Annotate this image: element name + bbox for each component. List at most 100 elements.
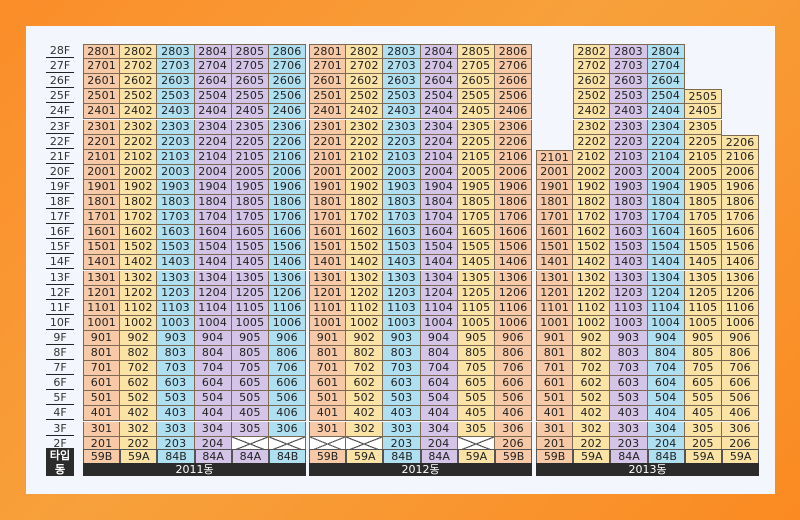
unit-cell: 2803 bbox=[383, 44, 421, 60]
unit-cell: 2704 bbox=[420, 59, 458, 75]
unit-cell: 1002 bbox=[120, 315, 158, 331]
unit-cell: 404 bbox=[647, 406, 685, 422]
unit-cell: 1503 bbox=[157, 240, 195, 256]
unit-cell: 901 bbox=[83, 330, 121, 346]
unit-cell: 1202 bbox=[120, 285, 158, 301]
unit-cell: 2402 bbox=[346, 104, 384, 120]
building-name: 2011동 bbox=[83, 463, 307, 476]
unit-cell: 2105 bbox=[231, 149, 269, 165]
unit-cell: 2406 bbox=[269, 104, 307, 120]
unit-cell: 2405 bbox=[684, 104, 722, 120]
building-legend-label: 동 bbox=[46, 463, 74, 476]
unit-cell: 401 bbox=[83, 406, 121, 422]
floor-label: 7F bbox=[46, 361, 74, 376]
unit-cell: 501 bbox=[309, 391, 347, 407]
unit-cell: 504 bbox=[194, 391, 232, 407]
unit-cell: 1106 bbox=[269, 300, 307, 316]
unit-cell: 501 bbox=[536, 391, 574, 407]
unit-cell: 1301 bbox=[536, 270, 574, 286]
floor-label: 10F bbox=[46, 316, 74, 330]
unit-cell: 2705 bbox=[457, 59, 495, 75]
empty-unit bbox=[457, 436, 495, 452]
unit-cell: 305 bbox=[231, 421, 269, 437]
unit-cell: 505 bbox=[684, 391, 722, 407]
unit-cell: 2301 bbox=[309, 119, 347, 135]
unit-cell: 2306 bbox=[269, 119, 307, 135]
unit-cell: 601 bbox=[83, 376, 121, 392]
unit-cell: 1801 bbox=[309, 195, 347, 211]
unit-cell: 1703 bbox=[157, 210, 195, 226]
unit-cell: 1903 bbox=[157, 179, 195, 195]
unit-cell: 1003 bbox=[383, 315, 421, 331]
unit-cell: 2105 bbox=[684, 149, 722, 165]
unit-cell: 1905 bbox=[684, 179, 722, 195]
unit-cell: 1204 bbox=[420, 285, 458, 301]
empty-unit bbox=[346, 436, 384, 452]
unit-cell: 1804 bbox=[194, 195, 232, 211]
unit-cell: 503 bbox=[157, 391, 195, 407]
unit-cell: 803 bbox=[383, 346, 421, 362]
unit-type-cell: 84B bbox=[157, 449, 195, 464]
unit-cell: 504 bbox=[647, 391, 685, 407]
unit-cell: 1403 bbox=[157, 255, 195, 271]
unit-cell: 2004 bbox=[194, 164, 232, 180]
unit-cell: 2004 bbox=[420, 164, 458, 180]
unit-cell: 1302 bbox=[120, 270, 158, 286]
unit-cell: 1105 bbox=[457, 300, 495, 316]
unit-type-cell: 84A bbox=[610, 449, 648, 464]
unit-type-cell: 59A bbox=[120, 449, 158, 464]
unit-cell: 1602 bbox=[120, 225, 158, 241]
unit-cell: 306 bbox=[495, 421, 533, 437]
unit-cell: 1904 bbox=[194, 179, 232, 195]
unit-cell: 1701 bbox=[536, 210, 574, 226]
unit-cell: 1601 bbox=[536, 225, 574, 241]
unit-cell: 604 bbox=[194, 376, 232, 392]
unit-cell: 1901 bbox=[536, 179, 574, 195]
unit-cell: 2205 bbox=[684, 134, 722, 150]
unit-cell: 2004 bbox=[647, 164, 685, 180]
unit-cell: 506 bbox=[269, 391, 307, 407]
unit-cell: 1104 bbox=[420, 300, 458, 316]
unit-cell: 203 bbox=[383, 436, 421, 452]
floor-label: 18F bbox=[46, 195, 74, 209]
unit-cell: 2303 bbox=[157, 119, 195, 135]
unit-cell: 2304 bbox=[420, 119, 458, 135]
unit-cell: 1706 bbox=[722, 210, 760, 226]
unit-cell: 1704 bbox=[647, 210, 685, 226]
unit-cell: 2603 bbox=[157, 74, 195, 90]
unit-cell: 2706 bbox=[495, 59, 533, 75]
unit-cell: 802 bbox=[120, 346, 158, 362]
unit-cell: 2702 bbox=[120, 59, 158, 75]
unit-cell: 1404 bbox=[647, 255, 685, 271]
unit-cell: 2204 bbox=[420, 134, 458, 150]
unit-cell: 2305 bbox=[684, 119, 722, 135]
unit-cell: 1004 bbox=[647, 315, 685, 331]
unit-cell: 2206 bbox=[269, 134, 307, 150]
unit-cell: 1604 bbox=[647, 225, 685, 241]
unit-cell: 1504 bbox=[194, 240, 232, 256]
unit-cell: 2304 bbox=[194, 119, 232, 135]
unit-cell: 2202 bbox=[573, 134, 611, 150]
unit-cell: 2701 bbox=[83, 59, 121, 75]
unit-cell: 1906 bbox=[722, 179, 760, 195]
unit-cell: 1102 bbox=[346, 300, 384, 316]
unit-cell: 303 bbox=[383, 421, 421, 437]
unit-type-cell: 59B bbox=[536, 449, 574, 464]
unit-cell: 1504 bbox=[647, 240, 685, 256]
unit-cell: 905 bbox=[457, 330, 495, 346]
unit-cell: 706 bbox=[495, 361, 533, 377]
unit-cell: 1103 bbox=[383, 300, 421, 316]
unit-cell: 1802 bbox=[346, 195, 384, 211]
unit-cell: 2503 bbox=[383, 89, 421, 105]
unit-cell: 1303 bbox=[157, 270, 195, 286]
unit-cell: 1702 bbox=[573, 210, 611, 226]
unit-cell: 1901 bbox=[309, 179, 347, 195]
unit-cell: 2401 bbox=[83, 104, 121, 120]
unit-cell: 705 bbox=[684, 361, 722, 377]
unit-cell: 1003 bbox=[610, 315, 648, 331]
unit-cell: 1904 bbox=[420, 179, 458, 195]
unit-cell: 1405 bbox=[684, 255, 722, 271]
unit-cell: 2503 bbox=[610, 89, 648, 105]
unit-cell: 2006 bbox=[269, 164, 307, 180]
unit-cell: 304 bbox=[194, 421, 232, 437]
